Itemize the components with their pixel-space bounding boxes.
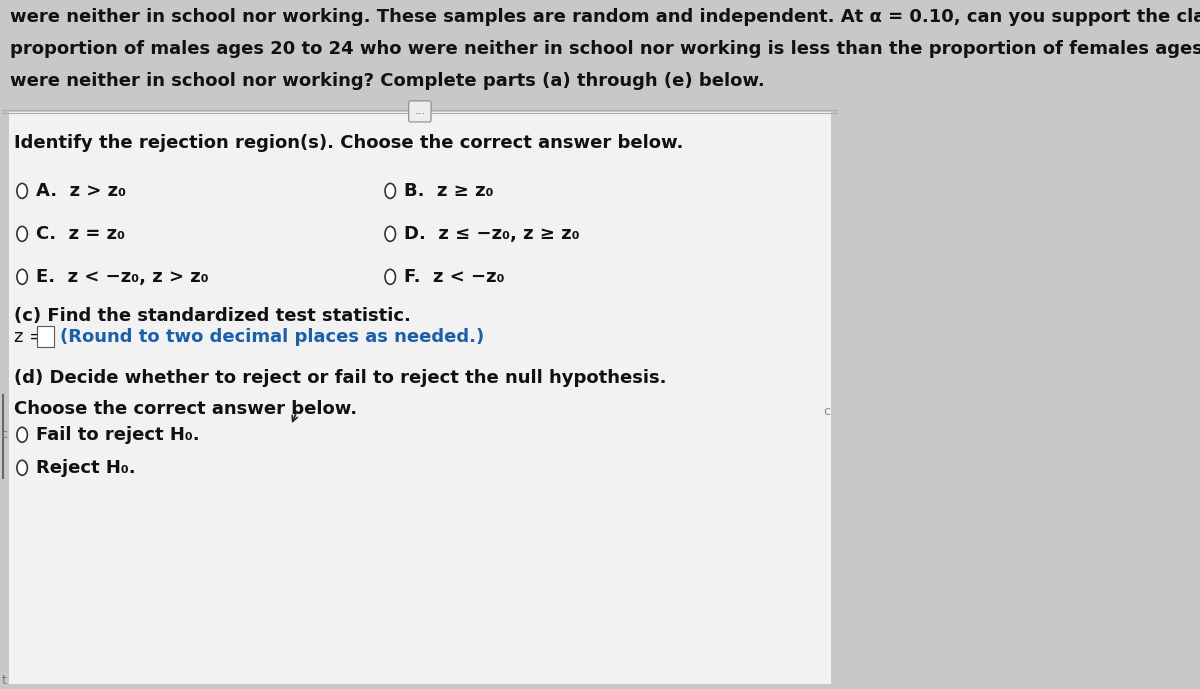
Text: ...: ... <box>414 106 425 116</box>
Text: z =: z = <box>14 328 50 346</box>
Text: were neither in school nor working. These samples are random and independent. At: were neither in school nor working. Thes… <box>10 8 1200 26</box>
Circle shape <box>17 427 28 442</box>
Text: (c) Find the standardized test statistic.: (c) Find the standardized test statistic… <box>14 307 410 325</box>
Text: Identify the rejection region(s). Choose the correct answer below.: Identify the rejection region(s). Choose… <box>14 134 684 152</box>
Text: (Round to two decimal places as needed.): (Round to two decimal places as needed.) <box>60 328 485 346</box>
Text: F.  z < −z₀: F. z < −z₀ <box>404 268 504 286</box>
Text: c: c <box>0 429 7 441</box>
FancyBboxPatch shape <box>37 327 54 347</box>
Circle shape <box>385 227 396 241</box>
Text: B.  z ≥ z₀: B. z ≥ z₀ <box>404 182 493 200</box>
FancyBboxPatch shape <box>409 101 431 122</box>
Text: were neither in school nor working? Complete parts (a) through (e) below.: were neither in school nor working? Comp… <box>10 72 764 90</box>
Circle shape <box>17 183 28 198</box>
Text: C.  z = z₀: C. z = z₀ <box>36 225 125 243</box>
Text: Reject H₀.: Reject H₀. <box>36 459 136 477</box>
FancyBboxPatch shape <box>8 112 832 683</box>
Circle shape <box>17 269 28 285</box>
Circle shape <box>17 227 28 241</box>
Text: t: t <box>1 674 6 687</box>
Text: proportion of males ages 20 to 24 who were neither in school nor working is less: proportion of males ages 20 to 24 who we… <box>10 40 1200 58</box>
Circle shape <box>385 183 396 198</box>
Text: A.  z > z₀: A. z > z₀ <box>36 182 126 200</box>
Text: D.  z ≤ −z₀, z ≥ z₀: D. z ≤ −z₀, z ≥ z₀ <box>404 225 580 243</box>
Circle shape <box>385 269 396 285</box>
Text: c: c <box>823 405 830 418</box>
Text: (d) Decide whether to reject or fail to reject the null hypothesis.: (d) Decide whether to reject or fail to … <box>14 369 666 387</box>
Text: Choose the correct answer below.: Choose the correct answer below. <box>14 400 358 418</box>
Text: E.  z < −z₀, z > z₀: E. z < −z₀, z > z₀ <box>36 268 209 286</box>
Text: Fail to reject H₀.: Fail to reject H₀. <box>36 426 199 444</box>
Circle shape <box>17 460 28 475</box>
